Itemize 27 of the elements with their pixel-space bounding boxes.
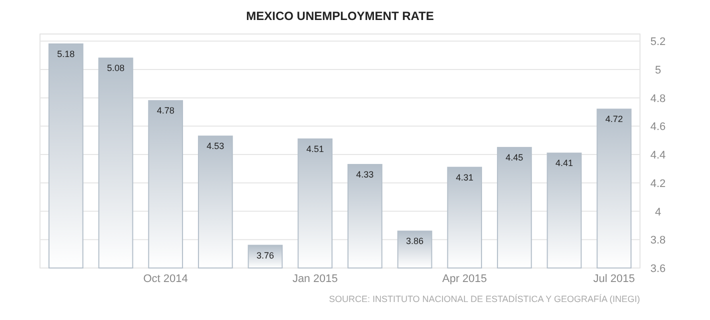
x-tick-label: Apr 2015 bbox=[442, 273, 487, 285]
data-label: 4.31 bbox=[456, 172, 474, 182]
x-tick-label: Oct 2014 bbox=[143, 273, 188, 285]
data-label: 5.08 bbox=[106, 63, 125, 74]
data-label: 4.72 bbox=[605, 114, 623, 124]
x-tick-label: Jul 2015 bbox=[593, 273, 635, 285]
source-note: SOURCE: INSTITUTO NACIONAL DE ESTADÍSTICA Y GEOGRAFÍA (INEGI) bbox=[328, 294, 640, 304]
data-label: 4.78 bbox=[156, 106, 174, 116]
chart-title: MEXICO UNEMPLOYMENT RATE bbox=[246, 9, 434, 23]
y-tick-label: 4.8 bbox=[650, 92, 666, 105]
data-label: 3.86 bbox=[406, 236, 424, 246]
y-tick-label: 5 bbox=[654, 64, 662, 76]
y-tick-label: 3.8 bbox=[650, 234, 666, 247]
y-tick-label: 5.2 bbox=[650, 36, 666, 48]
data-label: 4.51 bbox=[306, 144, 324, 154]
y-tick-label: 4.2 bbox=[650, 178, 666, 190]
y-tick-label: 3.6 bbox=[650, 263, 666, 275]
data-label: 3.76 bbox=[256, 250, 274, 260]
y-tick-label: 4.4 bbox=[650, 150, 666, 162]
y-tick-label: 4.6 bbox=[650, 121, 666, 134]
y-tick-label: 4 bbox=[654, 206, 662, 218]
data-label: 4.45 bbox=[506, 152, 524, 162]
data-label: 5.18 bbox=[57, 48, 75, 59]
data-label: 4.53 bbox=[206, 141, 224, 152]
x-tick-label: Jan 2015 bbox=[292, 273, 338, 285]
data-label: 4.33 bbox=[356, 169, 374, 180]
data-label: 4.41 bbox=[555, 158, 574, 168]
